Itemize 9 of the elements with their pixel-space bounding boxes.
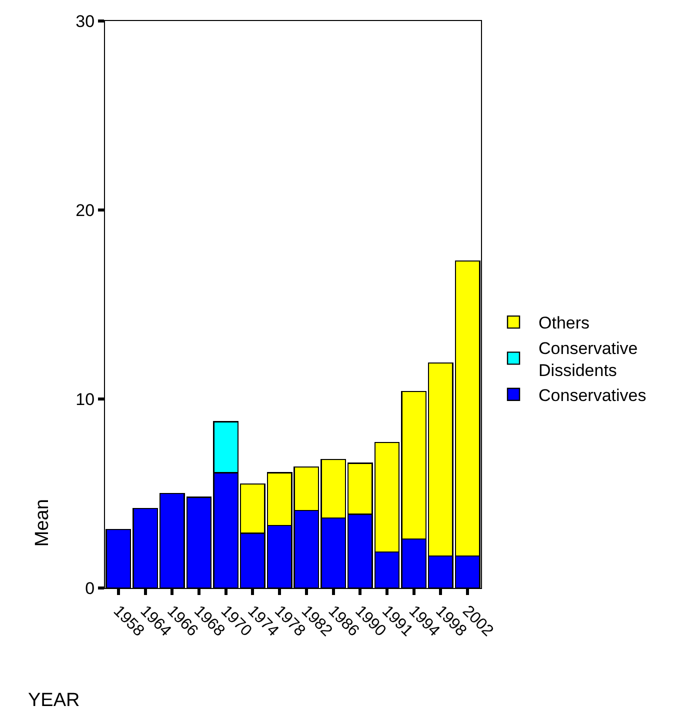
- legend-label: Others: [538, 314, 590, 333]
- x-axis-title: YEAR: [28, 690, 80, 711]
- y-tick-label: 10: [76, 390, 95, 409]
- legend-label: Conservative Dissidents: [538, 338, 638, 380]
- y-tick-label: 20: [76, 200, 95, 220]
- y-axis-title: Mean: [32, 499, 53, 547]
- y-tick-label: 0: [85, 578, 95, 598]
- y-tick-label: 30: [76, 12, 95, 31]
- legend-label: Conservatives: [538, 386, 646, 405]
